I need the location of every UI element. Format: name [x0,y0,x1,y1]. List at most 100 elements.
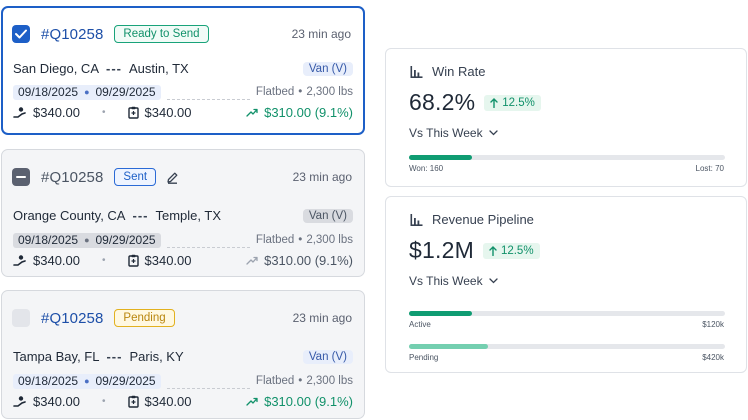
bar-chart-icon [410,65,423,78]
carrier-hand-icon [13,395,26,407]
divider [166,92,250,100]
period-label: Vs This Week [409,274,483,288]
dot-separator: ● [84,376,90,386]
pending-fill [409,344,488,349]
checkmark-icon [15,29,27,39]
change-badge: 12.5% [482,242,540,259]
route-separator: --- [106,349,123,364]
card-title: Win Rate [432,64,486,79]
equipment-badge: Van (V) [302,349,353,364]
pending-value: $420k [702,353,724,362]
trailer-type: Flatbed [255,375,295,387]
trend-up-icon [246,108,258,117]
carrier-hand-icon [13,106,26,118]
dot-separator: • [102,395,106,407]
meta-dot: • [298,375,303,387]
revenue-pipeline-card: Revenue Pipeline $1.2M 12.5% Vs This Wee… [385,196,747,373]
arrow-up-icon [489,245,497,256]
carrier-cost: $340.00 [33,393,80,409]
origin: Tampa Bay, FL [13,349,100,364]
pickup-date: 09/18/2025 [18,374,79,388]
chevron-down-icon [488,130,498,136]
destination: Paris, KY [129,349,184,364]
invoice-amount: $340.00 [144,252,192,268]
profit: $310.00 (9.1%) [264,393,353,409]
quote-card[interactable]: #Q10258 Pending 23 min ago Tampa Bay, FL… [1,290,365,419]
delivery-date: 09/29/2025 [95,374,156,388]
date-range: 09/18/2025 ● 09/29/2025 [13,232,161,248]
status-badge: Ready to Send [114,25,209,43]
date-range: 09/18/2025 ● 09/29/2025 [13,373,161,389]
quote-card[interactable]: #Q10258 Ready to Send 23 min ago San Die… [1,6,365,135]
invoice-icon [127,106,139,119]
meta-dot: • [298,234,303,246]
quote-id[interactable]: #Q10258 [41,309,104,327]
pickup-date: 09/18/2025 [18,85,79,99]
destination: Temple, TX [155,208,221,223]
divider [166,381,250,389]
won-label: Won: 160 [409,164,444,173]
status-badge: Sent [114,168,157,186]
date-range: 09/18/2025 ● 09/29/2025 [13,84,161,100]
quote-id[interactable]: #Q10258 [41,168,104,186]
active-bar [409,311,725,316]
card-title: Revenue Pipeline [432,212,534,227]
carrier-hand-icon [13,254,26,266]
change-value: 12.5% [502,96,535,109]
pending-bar [409,344,725,349]
arrow-up-icon [490,97,498,108]
divider [166,240,250,248]
win-rate-title-row: Win Rate [410,64,485,79]
weight: 2,300 lbs [306,234,353,246]
invoice-icon [127,254,139,267]
meta-dot: • [298,86,303,98]
carrier-cost: $340.00 [33,104,80,120]
dot-separator: • [102,254,106,266]
invoice-amount: $340.00 [144,393,192,409]
edit-button[interactable] [166,171,179,184]
equipment-badge: Van (V) [302,61,353,76]
trend-up-icon [246,256,258,265]
active-label: Active [409,320,431,329]
profit: $310.00 (9.1%) [264,104,353,120]
origin: Orange County, CA [13,208,126,223]
period-dropdown[interactable]: Vs This Week [409,274,498,288]
pickup-date: 09/18/2025 [18,233,79,247]
delivery-date: 09/29/2025 [95,85,156,99]
select-checkbox[interactable] [12,309,30,327]
active-value: $120k [702,320,724,329]
select-checkbox[interactable] [12,168,30,186]
weight: 2,300 lbs [306,375,353,387]
trend-up-icon [246,397,258,406]
minus-icon [16,176,26,178]
pencil-icon [167,172,178,184]
route-separator: --- [106,61,122,76]
chevron-down-icon [488,278,498,284]
dot-separator: • [102,106,106,118]
lost-label: Lost: 70 [695,164,724,173]
dot-separator: ● [84,235,90,245]
active-fill [409,311,473,316]
select-checkbox[interactable] [12,25,30,43]
quote-card[interactable]: #Q10258 Sent 23 min ago Orange County, C… [1,149,365,277]
dot-separator: ● [84,87,90,97]
change-value: 12.5% [500,244,534,257]
win-rate-value: 68.2% [409,89,476,115]
invoice-icon [127,395,139,408]
time-ago: 23 min ago [292,311,352,325]
won-fill [409,155,473,160]
time-ago: 23 min ago [291,27,351,41]
period-dropdown[interactable]: Vs This Week [409,126,498,140]
time-ago: 23 min ago [292,170,352,184]
period-label: Vs This Week [409,126,483,140]
trailer-type: Flatbed [255,234,295,246]
pipeline-title-row: Revenue Pipeline [410,212,534,227]
delivery-date: 09/29/2025 [95,233,156,247]
equipment-badge: Van (V) [302,208,353,223]
win-rate-card: Win Rate 68.2% 12.5% Vs This Week Won: 1… [385,48,747,187]
win-loss-bar [409,155,725,160]
invoice-amount: $340.00 [144,104,192,120]
origin: San Diego, CA [13,61,99,76]
quote-id[interactable]: #Q10258 [41,25,104,43]
pipeline-value: $1.2M [409,237,474,263]
